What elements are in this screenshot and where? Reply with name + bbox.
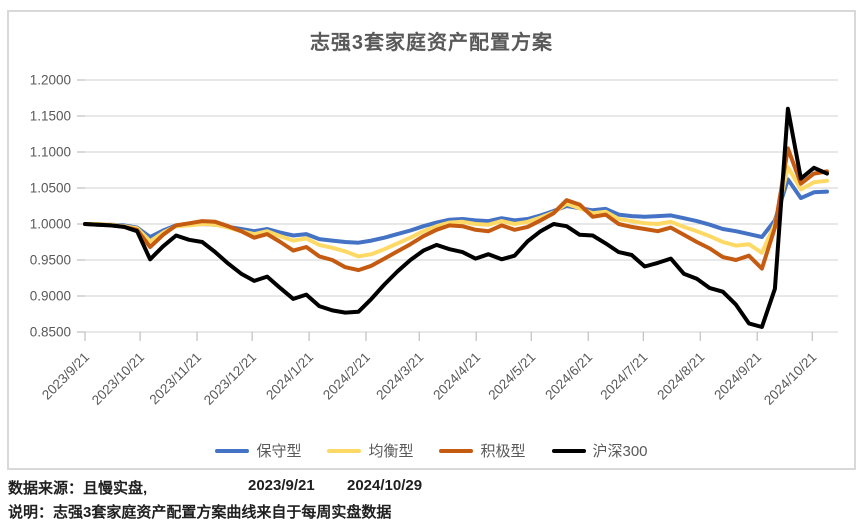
data-source-label: 数据来源：且慢实盘, bbox=[8, 480, 148, 497]
series-line-沪深300 bbox=[83, 106, 829, 329]
legend-item-csi300[interactable]: 沪深300 bbox=[551, 440, 648, 461]
y-tick-label: 1.0500 bbox=[30, 181, 71, 196]
chart-legend: 保守型 均衡型 积极型 沪深300 bbox=[9, 440, 854, 461]
note-label: 说明：志强3套家庭资产配置方案曲线来自于每周实盘数据 bbox=[8, 504, 392, 521]
series-line-积极型 bbox=[83, 146, 829, 273]
y-tick-label: 1.0000 bbox=[30, 217, 71, 232]
y-tick-label: 0.9500 bbox=[30, 253, 71, 268]
gridlines bbox=[77, 79, 838, 341]
x-tick-label: 2023/10/21 bbox=[89, 350, 147, 408]
x-tick-label: 2024/1/21 bbox=[263, 350, 316, 403]
start-date-cell: 2023/9/21 bbox=[248, 477, 315, 494]
x-tick-label: 2024/2/21 bbox=[320, 350, 373, 403]
x-tick-label: 2024/10/21 bbox=[761, 350, 819, 408]
series-line-保守型 bbox=[83, 177, 829, 245]
x-tick-label: 2024/8/21 bbox=[654, 350, 707, 403]
x-tick-label: 2024/4/21 bbox=[430, 350, 483, 403]
x-tick-label: 2024/5/21 bbox=[485, 350, 538, 403]
series-line-均衡型 bbox=[83, 165, 829, 259]
line-marker-icon bbox=[327, 448, 362, 453]
plot-area: 1.2000 1.1500 1.1000 1.0500 1.0000 0.9500 0.90… bbox=[30, 73, 838, 408]
chart-title: 志强3套家庭资产配置方案 bbox=[309, 32, 554, 54]
x-tick-label: 2024/7/21 bbox=[597, 350, 650, 403]
x-tick-label: 2024/6/21 bbox=[542, 350, 595, 403]
legend-label: 保守型 bbox=[256, 443, 302, 460]
line-marker-icon bbox=[551, 448, 586, 453]
line-marker-icon bbox=[439, 448, 474, 453]
footer-row-source: 数据来源：且慢实盘, 2023/9/21 2024/10/29 bbox=[0, 477, 865, 499]
y-tick-label: 0.9000 bbox=[30, 289, 71, 304]
chart-container[interactable]: 志强3套家庭资产配置方案 1.2000 1.1500 1.1000 1.0500 1.0… bbox=[7, 10, 856, 470]
footer-row-note: 说明：志强3套家庭资产配置方案曲线来自于每周实盘数据 bbox=[0, 501, 865, 523]
line-marker-icon bbox=[215, 448, 250, 453]
y-tick-label: 1.1000 bbox=[30, 145, 71, 160]
legend-label: 积极型 bbox=[480, 443, 526, 460]
x-tick-label: 2023/9/21 bbox=[39, 350, 92, 403]
legend-label: 沪深300 bbox=[592, 443, 648, 460]
y-tick-label: 0.8500 bbox=[30, 325, 71, 340]
legend-item-aggressive[interactable]: 积极型 bbox=[439, 440, 526, 461]
legend-item-conservative[interactable]: 保守型 bbox=[215, 440, 301, 461]
y-tick-label: 1.2000 bbox=[30, 73, 71, 88]
legend-item-balanced[interactable]: 均衡型 bbox=[327, 440, 413, 461]
x-tick-label: 2024/3/21 bbox=[373, 350, 426, 403]
end-date-cell: 2024/10/29 bbox=[347, 477, 423, 494]
x-tick-label: 2024/9/21 bbox=[711, 350, 764, 403]
x-tick-label: 2023/12/21 bbox=[201, 350, 259, 408]
legend-label: 均衡型 bbox=[368, 443, 414, 460]
x-tick-label: 2023/11/21 bbox=[146, 350, 204, 408]
y-tick-label: 1.1500 bbox=[30, 109, 71, 124]
